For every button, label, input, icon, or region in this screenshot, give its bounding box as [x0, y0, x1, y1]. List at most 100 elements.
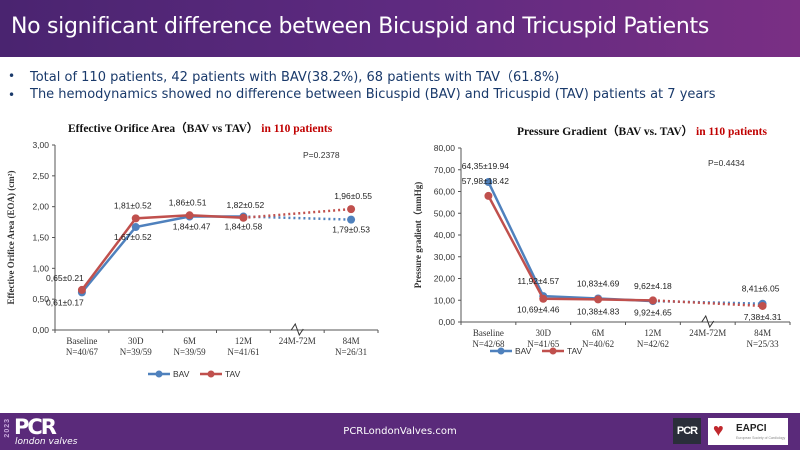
y-tick-label: 1,00: [32, 263, 49, 273]
y-tick-label: 0,00: [32, 325, 49, 335]
y-tick-label: 0,50: [32, 294, 49, 304]
slide-title: No significant difference between Bicusp…: [11, 14, 709, 39]
x-tick-label: 12M: [235, 336, 252, 346]
data-point-tav: [185, 211, 194, 220]
data-point-tav: [539, 294, 548, 303]
y-tick-label: 2,00: [32, 202, 49, 212]
data-point-tav: [77, 285, 86, 294]
series-dashed-line-tav: [652, 299, 763, 308]
data-point-tav: [594, 295, 603, 304]
bullet-text: Total of 110 patients, 42 patients with …: [30, 70, 560, 85]
y-tick-label: 20,00: [434, 274, 456, 284]
x-tick-label: Baseline: [66, 336, 97, 346]
p-value-annotation: P=0.2378: [303, 150, 340, 160]
bullet-dot-icon: •: [8, 68, 16, 83]
x-tick-n-label: N=26/31: [335, 347, 367, 357]
heart-icon: ♥: [713, 420, 724, 440]
x-tick-label: 12M: [644, 328, 661, 338]
data-label-bav: 11,92±4.57: [517, 276, 559, 286]
data-point-tav: [131, 214, 140, 223]
x-tick-n-label: N=41/65: [527, 339, 560, 349]
series-line-tav: [487, 195, 653, 302]
x-tick-n-label: N=40/62: [582, 339, 614, 349]
x-tick-n-label: N=41/61: [227, 347, 259, 357]
data-label-tav: 1,86±0.51: [169, 197, 207, 207]
chart-title: Pressure Gradient（BAV vs. TAV） in 110 pa…: [517, 124, 767, 138]
data-label-bav: 0,61±0.17: [46, 297, 84, 307]
data-label-bav: 1,84±0.58: [225, 222, 263, 232]
data-label-tav: 1,96±0.55: [334, 191, 372, 201]
data-label-bav: 1,84±0.47: [173, 222, 211, 232]
y-tick-label: 70,00: [434, 165, 456, 175]
data-label-bav: 10,83±4.69: [577, 278, 620, 288]
series-dashed-line-bav: [652, 299, 763, 305]
data-label-bav: 1,79±0.53: [332, 225, 370, 235]
x-tick-label: 30D: [536, 328, 552, 338]
axis-break-icon: [701, 314, 715, 329]
x-tick-n-label: N=25/33: [747, 339, 780, 349]
axis-break-icon: [290, 322, 304, 337]
legend-marker-bav: [497, 347, 505, 355]
eapci-logo: ♥ EAPCI European Society of Cardiology: [708, 418, 788, 445]
p-value-annotation: P=0.4434: [708, 158, 745, 168]
pcr-logo: PCR: [14, 415, 57, 439]
legend-marker-tav: [549, 347, 557, 355]
eapci-logo-text: EAPCI: [736, 423, 767, 434]
footer-url[interactable]: PCRLondonValves.com: [343, 426, 457, 437]
x-tick-label: 24M-72M: [689, 328, 726, 338]
data-label-tav: 7,38±4.31: [744, 312, 782, 322]
data-label-tav: 0,65±0.21: [46, 273, 84, 283]
legend-label-tav: TAV: [567, 346, 583, 356]
legend-label-bav: BAV: [173, 369, 190, 379]
bullet-list: • Total of 110 patients, 42 patients with…: [8, 66, 715, 104]
data-label-tav: 10,38±4.83: [577, 306, 620, 316]
y-tick-label: 30,00: [434, 252, 456, 262]
y-axis-label: Pressure gradient（mmHg): [413, 182, 423, 288]
charts-svg: Effective Orifice Area（BAV vs TAV） in 11…: [6, 121, 791, 379]
x-tick-label: 84M: [343, 336, 360, 346]
y-tick-label: 50,00: [434, 208, 456, 218]
legend-label-bav: BAV: [515, 346, 532, 356]
series-line-bav: [80, 215, 244, 294]
charts-area: Effective Orifice Area（BAV vs TAV） in 11…: [0, 115, 800, 405]
x-tick-label: 6M: [183, 336, 196, 346]
bullet-item: • The hemodynamics showed no difference b…: [8, 85, 715, 104]
chart-title-main: Pressure Gradient（BAV vs. TAV）: [517, 124, 696, 138]
data-label-tav: 1,82±0.52: [227, 200, 265, 210]
pcr-partner-logo: PCR: [673, 418, 701, 444]
slide-footer: 2023 PCR london valves PCRLondonValves.c…: [0, 413, 800, 450]
data-label-tav: 9,92±4.65: [634, 307, 672, 317]
data-label-bav: 8,41±6.05: [742, 284, 780, 294]
chart-title-highlight: in 110 patients: [696, 126, 767, 138]
data-label-bav: 9,62±4.18: [634, 281, 672, 291]
pcr-logo-subtitle: london valves: [15, 437, 78, 447]
y-tick-label: 40,00: [434, 230, 456, 240]
x-tick-label: 6M: [592, 328, 605, 338]
x-tick-n-label: N=39/59: [120, 347, 153, 357]
x-tick-n-label: N=40/67: [66, 347, 99, 357]
data-point-tav: [648, 296, 657, 305]
x-tick-label: 30D: [128, 336, 144, 346]
x-tick-label: Baseline: [473, 328, 504, 338]
x-tick-n-label: N=42/68: [472, 339, 505, 349]
chart-title-main: Effective Orifice Area（BAV vs TAV）: [68, 121, 261, 135]
bullet-dot-icon: •: [8, 87, 16, 102]
data-point-bav: [131, 223, 140, 232]
legend-marker-bav: [155, 370, 163, 378]
data-point-tav: [758, 301, 767, 310]
data-point-tav: [347, 205, 356, 214]
data-point-bav: [484, 178, 493, 187]
legend-label-tav: TAV: [225, 369, 241, 379]
data-label-tav: 1,81±0.52: [114, 200, 152, 210]
x-tick-label: 24M-72M: [279, 336, 316, 346]
series-line-tav: [80, 214, 244, 291]
y-tick-label: 80,00: [434, 143, 456, 153]
slide-header: No significant difference between Bicusp…: [0, 0, 800, 57]
y-tick-label: 3,00: [32, 140, 49, 150]
chart-title-highlight: in 110 patients: [261, 123, 332, 135]
legend-marker-tav: [207, 370, 215, 378]
eapci-logo-subtext: European Society of Cardiology: [736, 436, 786, 440]
series-dashed-line-tav: [243, 207, 352, 220]
data-label-bav: 64,35±19.94: [462, 161, 509, 171]
y-tick-label: 1,50: [32, 233, 49, 243]
